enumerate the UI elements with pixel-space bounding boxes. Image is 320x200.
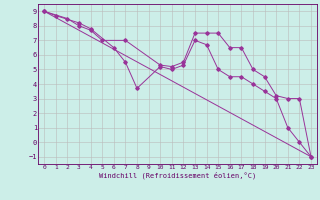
X-axis label: Windchill (Refroidissement éolien,°C): Windchill (Refroidissement éolien,°C) bbox=[99, 172, 256, 179]
